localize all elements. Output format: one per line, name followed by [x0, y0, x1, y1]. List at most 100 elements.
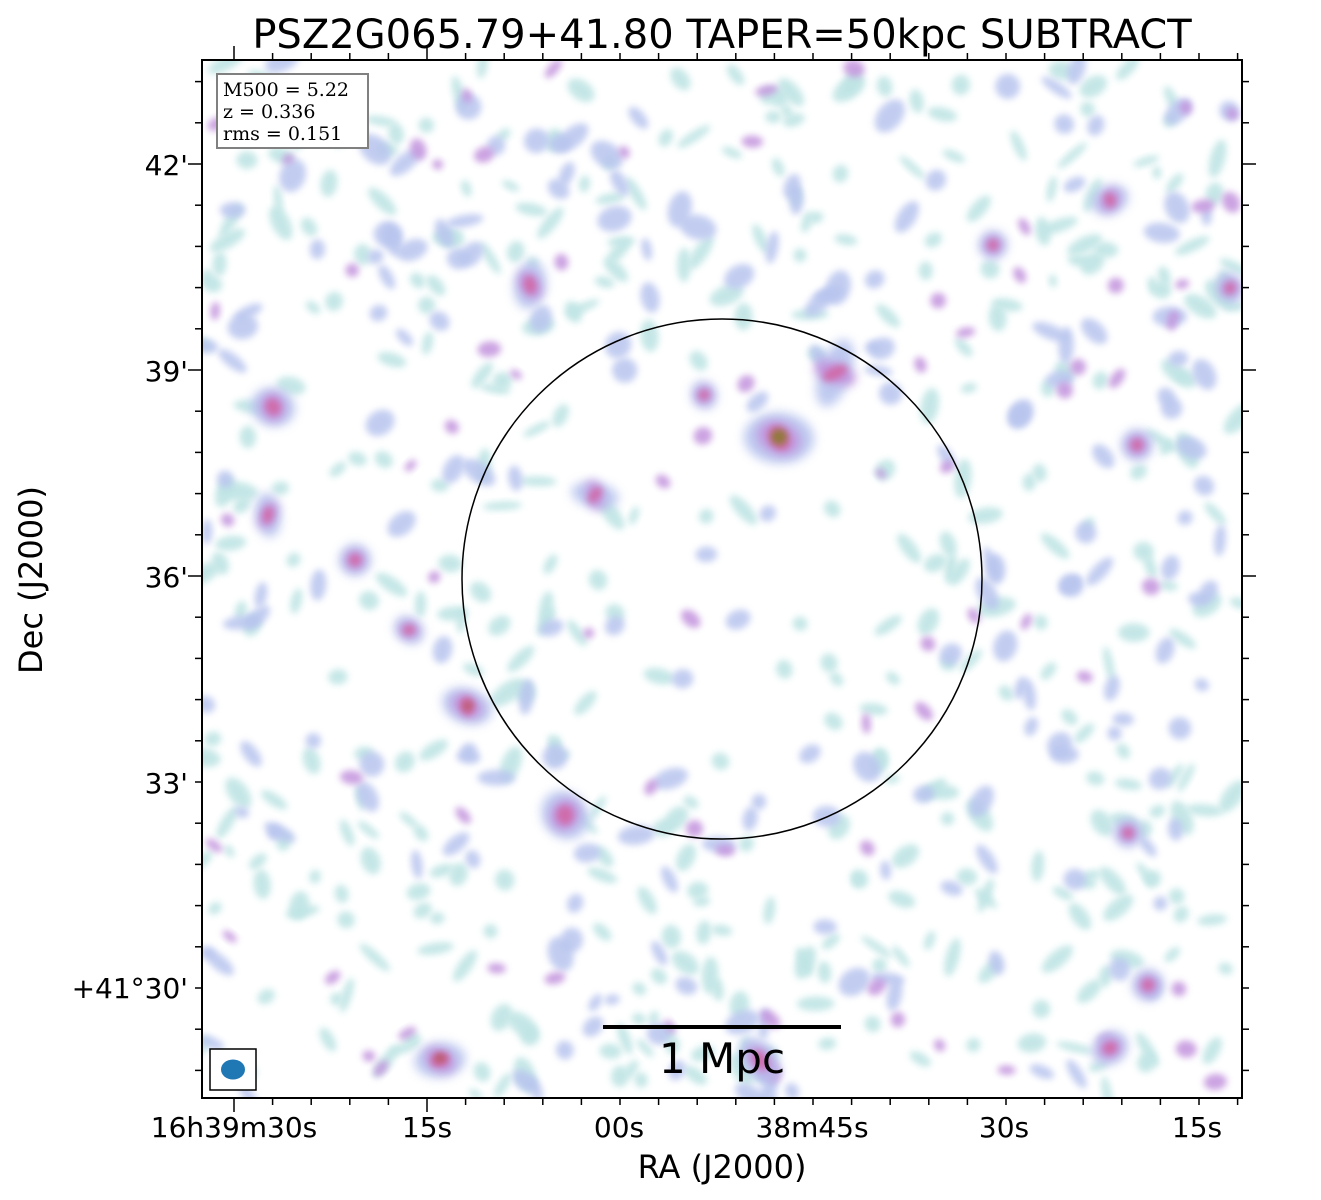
dec-tick-label: 42' [145, 149, 188, 182]
emission-blob [1171, 981, 1187, 997]
emission-blob [1175, 1040, 1197, 1058]
emission-blob [1114, 778, 1142, 790]
emission-blob [852, 873, 862, 888]
emission-blob [607, 236, 636, 247]
emission-blob [1148, 767, 1172, 790]
emission-blob [914, 356, 927, 373]
emission-blob [1048, 274, 1057, 288]
emission-blob [560, 927, 583, 953]
ra-tick-label: 00s [594, 1111, 644, 1144]
emission-blob [365, 409, 395, 437]
emission-blob [300, 217, 318, 237]
emission-blob [920, 388, 940, 424]
emission-blob [1131, 439, 1143, 451]
emission-blob [406, 883, 431, 901]
ra-tick-label: 30s [979, 1111, 1029, 1144]
emission-blob [1101, 1075, 1113, 1098]
emission-blob [734, 303, 753, 331]
emission-blob [455, 806, 471, 824]
emission-blob [202, 519, 213, 545]
emission-blob [675, 843, 697, 872]
emission-blob [1167, 818, 1184, 841]
emission-blob [356, 781, 379, 812]
emission-blob [1104, 192, 1116, 208]
emission-blob [337, 911, 355, 929]
redshift-label: z = 0.336 [223, 101, 315, 123]
emission-blob [859, 840, 875, 856]
emission-blob [1139, 836, 1157, 857]
emission-blob [1152, 165, 1162, 180]
emission-blob [918, 261, 933, 281]
emission-blob [510, 369, 522, 380]
emission-blob [751, 793, 767, 810]
emission-blob [746, 391, 769, 413]
emission-blob [428, 571, 441, 584]
emission-blob [1133, 155, 1160, 167]
emission-blob [956, 868, 978, 886]
emission-blob [409, 272, 426, 289]
emission-blob [289, 891, 310, 921]
emission-blob [690, 1045, 715, 1062]
emission-blob [752, 224, 769, 253]
emission-blob [590, 140, 623, 170]
emission-blob [1184, 293, 1217, 319]
emission-blob [829, 672, 844, 687]
emission-blob [671, 950, 699, 975]
emission-blob [725, 609, 751, 630]
emission-blob [587, 867, 618, 884]
emission-blob [417, 942, 454, 955]
emission-blob [273, 185, 283, 215]
emission-blob [976, 844, 998, 874]
emission-blob [373, 221, 403, 248]
emission-blob [755, 84, 778, 96]
emission-blob [914, 701, 933, 721]
emission-blob [966, 195, 991, 222]
emission-blob [202, 1035, 224, 1051]
emission-blob [438, 554, 463, 573]
emission-blob [373, 1060, 389, 1077]
emission-blob [1080, 251, 1105, 275]
emission-blob [339, 977, 354, 1013]
emission-blob [954, 459, 972, 499]
emission-blob [1161, 397, 1183, 419]
ra-tick-label: 15s [1172, 1111, 1222, 1144]
emission-blob [1022, 473, 1036, 492]
emission-blob [1032, 322, 1068, 342]
emission-blob [324, 970, 341, 985]
emission-blob [506, 241, 525, 263]
emission-blob [1013, 266, 1027, 284]
emission-blob [421, 331, 434, 355]
emission-blob [604, 994, 620, 1005]
emission-blob [1052, 886, 1073, 901]
emission-blob [838, 967, 871, 997]
emission-blob [1194, 678, 1210, 692]
emission-blob [325, 291, 343, 312]
emission-blob [813, 919, 837, 935]
emission-blob [876, 304, 900, 328]
emission-blob [880, 860, 892, 880]
x-axis-label: RA (J2000) [638, 1148, 807, 1186]
emission-blob [334, 884, 349, 903]
emission-blob [923, 930, 936, 951]
emission-blob [480, 242, 501, 275]
emission-blob [1205, 182, 1224, 206]
emission-blob [603, 257, 629, 282]
emission-blob [204, 731, 222, 747]
emission-blob [348, 451, 367, 466]
emission-blob [1122, 827, 1134, 839]
emission-blob [940, 880, 963, 896]
emission-blob [861, 713, 871, 734]
emission-blob [864, 1015, 881, 1033]
emission-blob [909, 89, 924, 113]
radio-emission-layer [202, 60, 1242, 1098]
emission-blob [1041, 76, 1072, 99]
plot-frame [201, 59, 1243, 1099]
emission-blob [1075, 521, 1097, 544]
emission-blob [687, 881, 709, 899]
emission-blob [544, 972, 566, 985]
emission-blob [832, 75, 866, 103]
emission-blob [1102, 1041, 1118, 1055]
emission-blob [628, 106, 649, 129]
emission-blob [1202, 1036, 1222, 1065]
emission-blob [1173, 906, 1189, 923]
